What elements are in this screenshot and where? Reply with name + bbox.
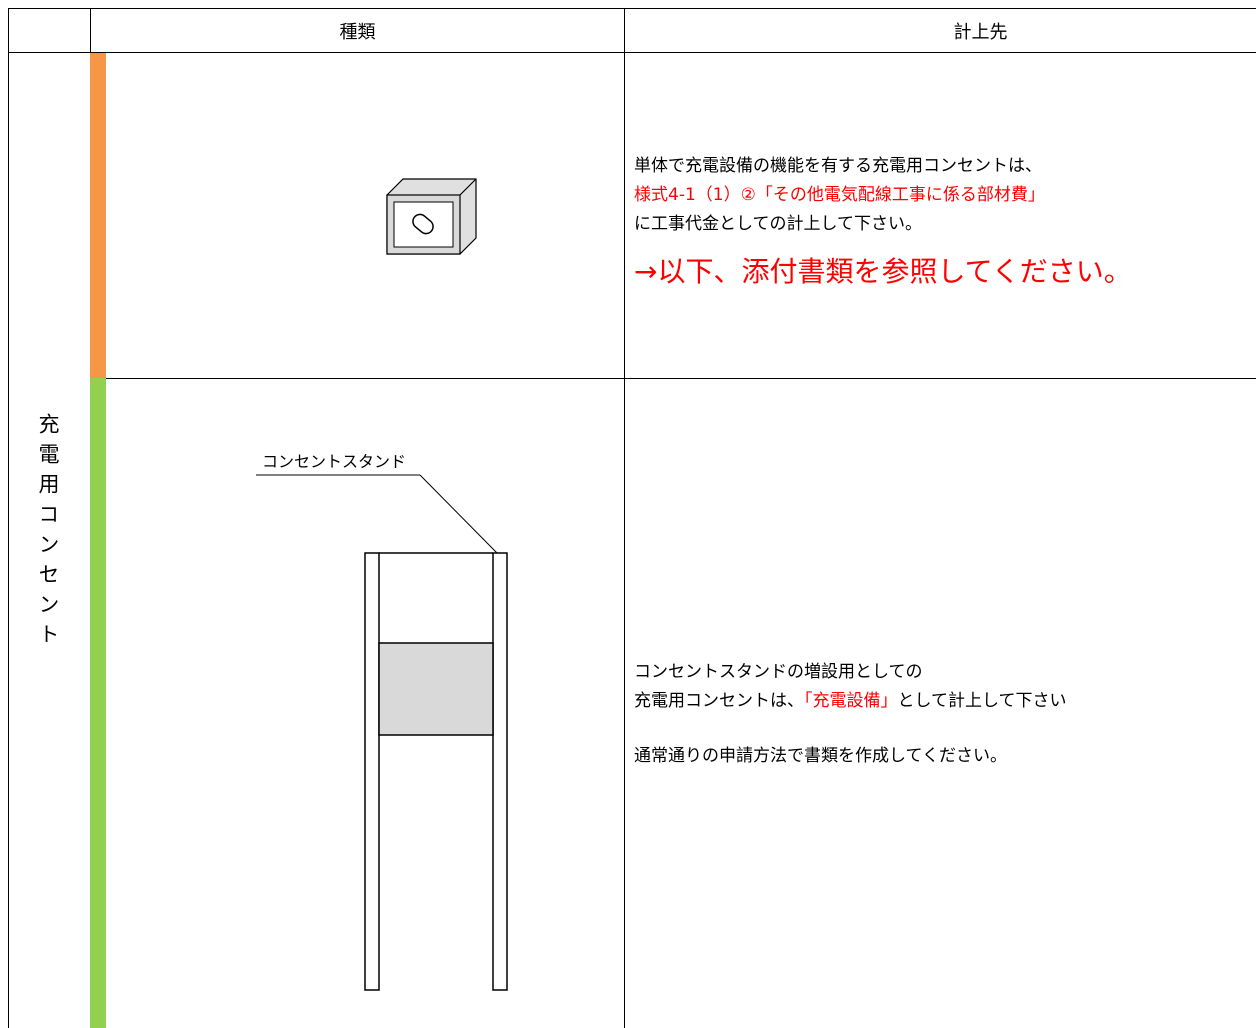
destination-text: コンセントスタンドの増設用としての <box>634 662 923 682</box>
group-label: 充電用コンセント <box>36 413 60 653</box>
destination-text: 通常通りの申請方法で書類を作成してください。 <box>634 746 1007 766</box>
header-type: 種類 <box>339 22 376 43</box>
outlet-icon <box>386 178 477 255</box>
border <box>106 378 1256 379</box>
border <box>8 8 1256 9</box>
text-part: として計上して下さい <box>897 691 1067 711</box>
destination-text-highlight: 様式4-1（1）②「その他電気配線工事に係る部材費」 <box>634 185 1045 205</box>
drawing-label: コンセントスタンド <box>262 452 407 471</box>
stand-drawing <box>256 474 508 991</box>
border <box>8 52 1256 53</box>
destination-text: 充電用コンセントは、「充電設備」として計上して下さい <box>634 686 1066 711</box>
text-highlight: 「充電設備」 <box>804 691 898 711</box>
green-bar <box>90 378 106 1028</box>
border <box>8 8 9 1028</box>
header-destination: 計上先 <box>953 22 1008 43</box>
text-part: 充電用コンセントは、 <box>634 691 804 711</box>
orange-bar <box>90 53 106 378</box>
reference-note: →以下、添付書類を参照してください。 <box>634 255 1132 288</box>
border <box>624 8 625 1028</box>
destination-text: に工事代金としての計上して下さい。 <box>634 214 922 234</box>
destination-text: 単体で充電設備の機能を有する充電用コンセントは、 <box>634 156 1042 176</box>
